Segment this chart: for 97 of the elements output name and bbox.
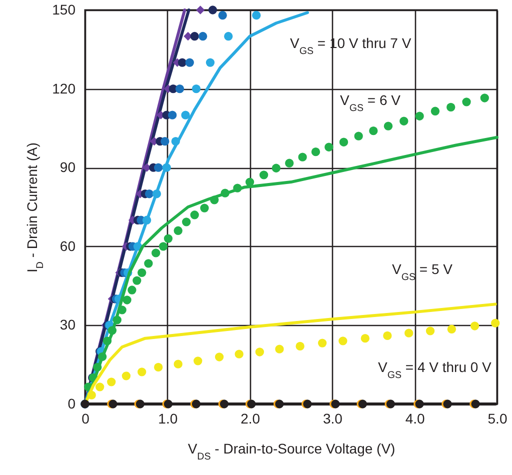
point	[338, 336, 348, 346]
y-tick-label: 150	[52, 2, 76, 18]
point	[122, 372, 131, 380]
point	[446, 102, 456, 112]
x-tick-label: 5.0	[488, 410, 508, 426]
y-tick-label: 120	[52, 80, 76, 96]
point	[400, 116, 408, 126]
point	[174, 360, 182, 368]
point	[152, 248, 160, 258]
point	[98, 352, 107, 362]
point	[87, 390, 96, 400]
point	[132, 276, 142, 285]
point	[194, 356, 202, 366]
point	[259, 170, 268, 180]
point	[122, 296, 132, 304]
point	[108, 326, 117, 335]
point	[182, 218, 191, 226]
point	[162, 163, 171, 172]
point	[138, 368, 146, 376]
point	[339, 138, 348, 146]
point	[128, 286, 136, 294]
point	[154, 362, 163, 372]
point	[144, 190, 154, 198]
point	[174, 226, 182, 235]
point	[190, 32, 199, 41]
point	[158, 242, 168, 251]
point	[171, 137, 180, 146]
y-tick-label: 90	[60, 159, 76, 176]
point	[192, 84, 201, 94]
annotation: V$_{GS}$ = 4 V thru 0 V	[378, 359, 492, 380]
point	[354, 132, 363, 140]
point	[200, 204, 209, 212]
point	[214, 352, 224, 362]
point	[272, 164, 280, 172]
point	[224, 32, 233, 41]
point	[430, 106, 440, 116]
point	[168, 110, 177, 120]
point	[178, 58, 187, 67]
point	[93, 362, 102, 372]
point	[462, 98, 471, 106]
point	[198, 32, 208, 41]
point	[324, 142, 334, 152]
x-tick-label: 1.0	[158, 410, 178, 426]
annotation: V$_{GS}$ = 5 V	[392, 261, 454, 282]
point	[252, 10, 261, 20]
point	[296, 342, 304, 351]
point	[285, 158, 294, 168]
y-tick-label: 0	[68, 396, 76, 412]
x-axis-title: V$_{DS}$ - Drain-to-Source Voltage (V)	[188, 440, 396, 462]
x-tick-label: 4.0	[405, 410, 426, 426]
point	[181, 110, 190, 120]
point	[369, 126, 378, 136]
point	[154, 163, 163, 172]
point	[107, 378, 116, 386]
x-tick-label: 0	[82, 410, 90, 426]
point	[383, 331, 392, 340]
point	[480, 94, 489, 102]
annotation: V$_{GS}$ = 6 V	[340, 92, 402, 114]
point	[311, 148, 320, 156]
point	[245, 178, 254, 186]
point	[318, 338, 327, 348]
point	[404, 328, 414, 338]
point	[255, 348, 264, 356]
point	[218, 10, 227, 20]
point	[415, 112, 424, 120]
point	[138, 268, 146, 277]
point	[142, 216, 152, 224]
point	[208, 6, 218, 14]
point	[233, 184, 242, 192]
point	[164, 234, 173, 243]
x-tick-label: 3.0	[322, 410, 343, 426]
point	[206, 58, 215, 67]
point	[220, 188, 230, 198]
point	[491, 318, 500, 328]
point	[152, 190, 162, 198]
point	[360, 334, 370, 343]
point	[275, 344, 284, 354]
point	[234, 350, 244, 358]
point	[384, 122, 393, 130]
y-tick-label: 30	[60, 316, 76, 333]
point	[144, 259, 153, 268]
point	[175, 84, 184, 94]
point	[112, 316, 122, 324]
point	[102, 336, 112, 346]
point	[190, 210, 199, 220]
point	[118, 306, 126, 314]
point	[298, 152, 307, 162]
point	[426, 326, 435, 336]
point	[96, 382, 104, 392]
x-tick-label: 2.0	[240, 410, 260, 426]
point	[196, 6, 205, 14]
point	[210, 196, 219, 204]
point	[470, 322, 480, 330]
point	[447, 324, 456, 334]
point	[185, 58, 194, 67]
point	[160, 137, 170, 146]
y-tick-label: 60	[60, 238, 76, 254]
